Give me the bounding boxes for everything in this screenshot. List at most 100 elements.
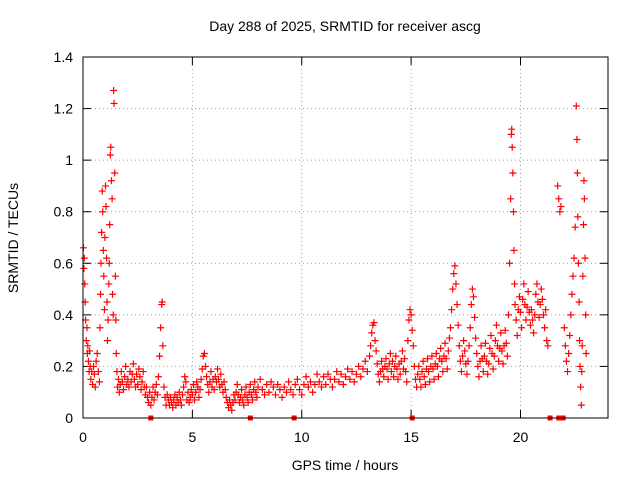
- data-point: [576, 337, 584, 345]
- data-point: [382, 355, 390, 363]
- data-point: [107, 143, 115, 151]
- data-point: [419, 357, 427, 365]
- data-point: [263, 380, 271, 388]
- data-point: [486, 344, 494, 352]
- data-point: [504, 311, 512, 319]
- data-point: [246, 380, 254, 388]
- data-point: [333, 368, 341, 376]
- data-point: [372, 347, 380, 355]
- data-point: [512, 316, 520, 324]
- data-point: [420, 373, 428, 381]
- data-point: [393, 365, 401, 373]
- data-point: [82, 337, 90, 345]
- data-point: [468, 285, 476, 293]
- data-point: [193, 378, 201, 386]
- data-point: [477, 342, 485, 350]
- y-tick-label: 0.8: [54, 204, 74, 220]
- data-point: [84, 357, 92, 365]
- data-point: [444, 347, 452, 355]
- data-point: [492, 321, 500, 329]
- data-point: [407, 311, 415, 319]
- data-point: [251, 378, 259, 386]
- data-point: [466, 324, 474, 332]
- data-point: [401, 355, 409, 363]
- data-point: [97, 259, 105, 267]
- data-point: [387, 368, 395, 376]
- data-point: [523, 303, 531, 311]
- data-point: [469, 293, 477, 301]
- data-point: [445, 334, 453, 342]
- y-tick-label: 1: [65, 152, 73, 168]
- data-point: [100, 272, 108, 280]
- data-point: [580, 221, 587, 229]
- data-point: [473, 350, 481, 358]
- data-point: [405, 316, 413, 324]
- data-point: [300, 380, 308, 388]
- data-point: [337, 370, 345, 378]
- data-point: [256, 375, 264, 383]
- data-point: [491, 337, 499, 345]
- data-point: [384, 375, 392, 383]
- data-point: [217, 370, 225, 378]
- data-point: [304, 383, 312, 391]
- data-point: [578, 368, 586, 376]
- data-point: [522, 316, 530, 324]
- data-point: [103, 254, 111, 262]
- data-point: [99, 208, 107, 216]
- data-point: [417, 383, 425, 391]
- data-point: [580, 195, 588, 203]
- data-point: [197, 375, 205, 383]
- data-point: [378, 357, 386, 365]
- data-point: [434, 373, 442, 381]
- data-point: [108, 195, 116, 203]
- data-point: [125, 383, 133, 391]
- x-axis-label: GPS time / hours: [292, 457, 399, 473]
- data-point: [298, 391, 306, 399]
- data-point: [392, 352, 400, 360]
- data-point: [517, 308, 524, 316]
- data-point: [571, 223, 579, 231]
- data-point: [495, 357, 503, 365]
- data-point: [98, 187, 106, 195]
- data-point: [568, 290, 576, 298]
- data-point: [576, 362, 584, 370]
- data-point: [554, 182, 562, 190]
- data-point: [138, 378, 146, 386]
- plot-frame: [82, 56, 609, 419]
- data-point: [240, 401, 248, 409]
- data-point: [415, 362, 423, 370]
- data-point: [398, 347, 406, 355]
- axis-ticks: 0 0.2 0.4 0.6 0.8 1 1.2 1.4 0 5 10 15 20: [54, 49, 608, 445]
- data-point: [350, 378, 358, 386]
- data-point: [441, 339, 449, 347]
- data-point: [467, 301, 475, 309]
- data-point: [428, 352, 436, 360]
- data-point: [210, 386, 218, 394]
- data-point: [447, 324, 454, 332]
- data-point: [344, 365, 352, 373]
- data-point: [352, 370, 360, 378]
- data-point: [154, 373, 162, 381]
- data-point: [228, 406, 236, 414]
- data-point: [280, 383, 288, 391]
- data-point: [573, 136, 581, 144]
- data-point: [582, 311, 590, 319]
- data-point: [196, 386, 204, 394]
- data-point: [242, 383, 250, 391]
- data-point: [471, 313, 479, 321]
- data-point: [202, 362, 209, 370]
- data-point: [424, 355, 432, 363]
- data-point: [91, 383, 99, 391]
- data-point: [86, 347, 94, 355]
- data-point: [425, 368, 433, 376]
- y-axis-label: SRMTID / TECUs: [5, 183, 21, 293]
- data-point: [457, 368, 465, 376]
- data-point: [390, 373, 398, 381]
- data-point: [537, 285, 545, 293]
- chart-title: Day 288 of 2025, SRMTID for receiver asc…: [209, 18, 481, 34]
- data-point: [454, 321, 462, 329]
- data-point: [107, 177, 115, 185]
- data-point: [396, 370, 404, 378]
- data-point: [437, 344, 445, 352]
- x-tick-label: 0: [79, 429, 87, 445]
